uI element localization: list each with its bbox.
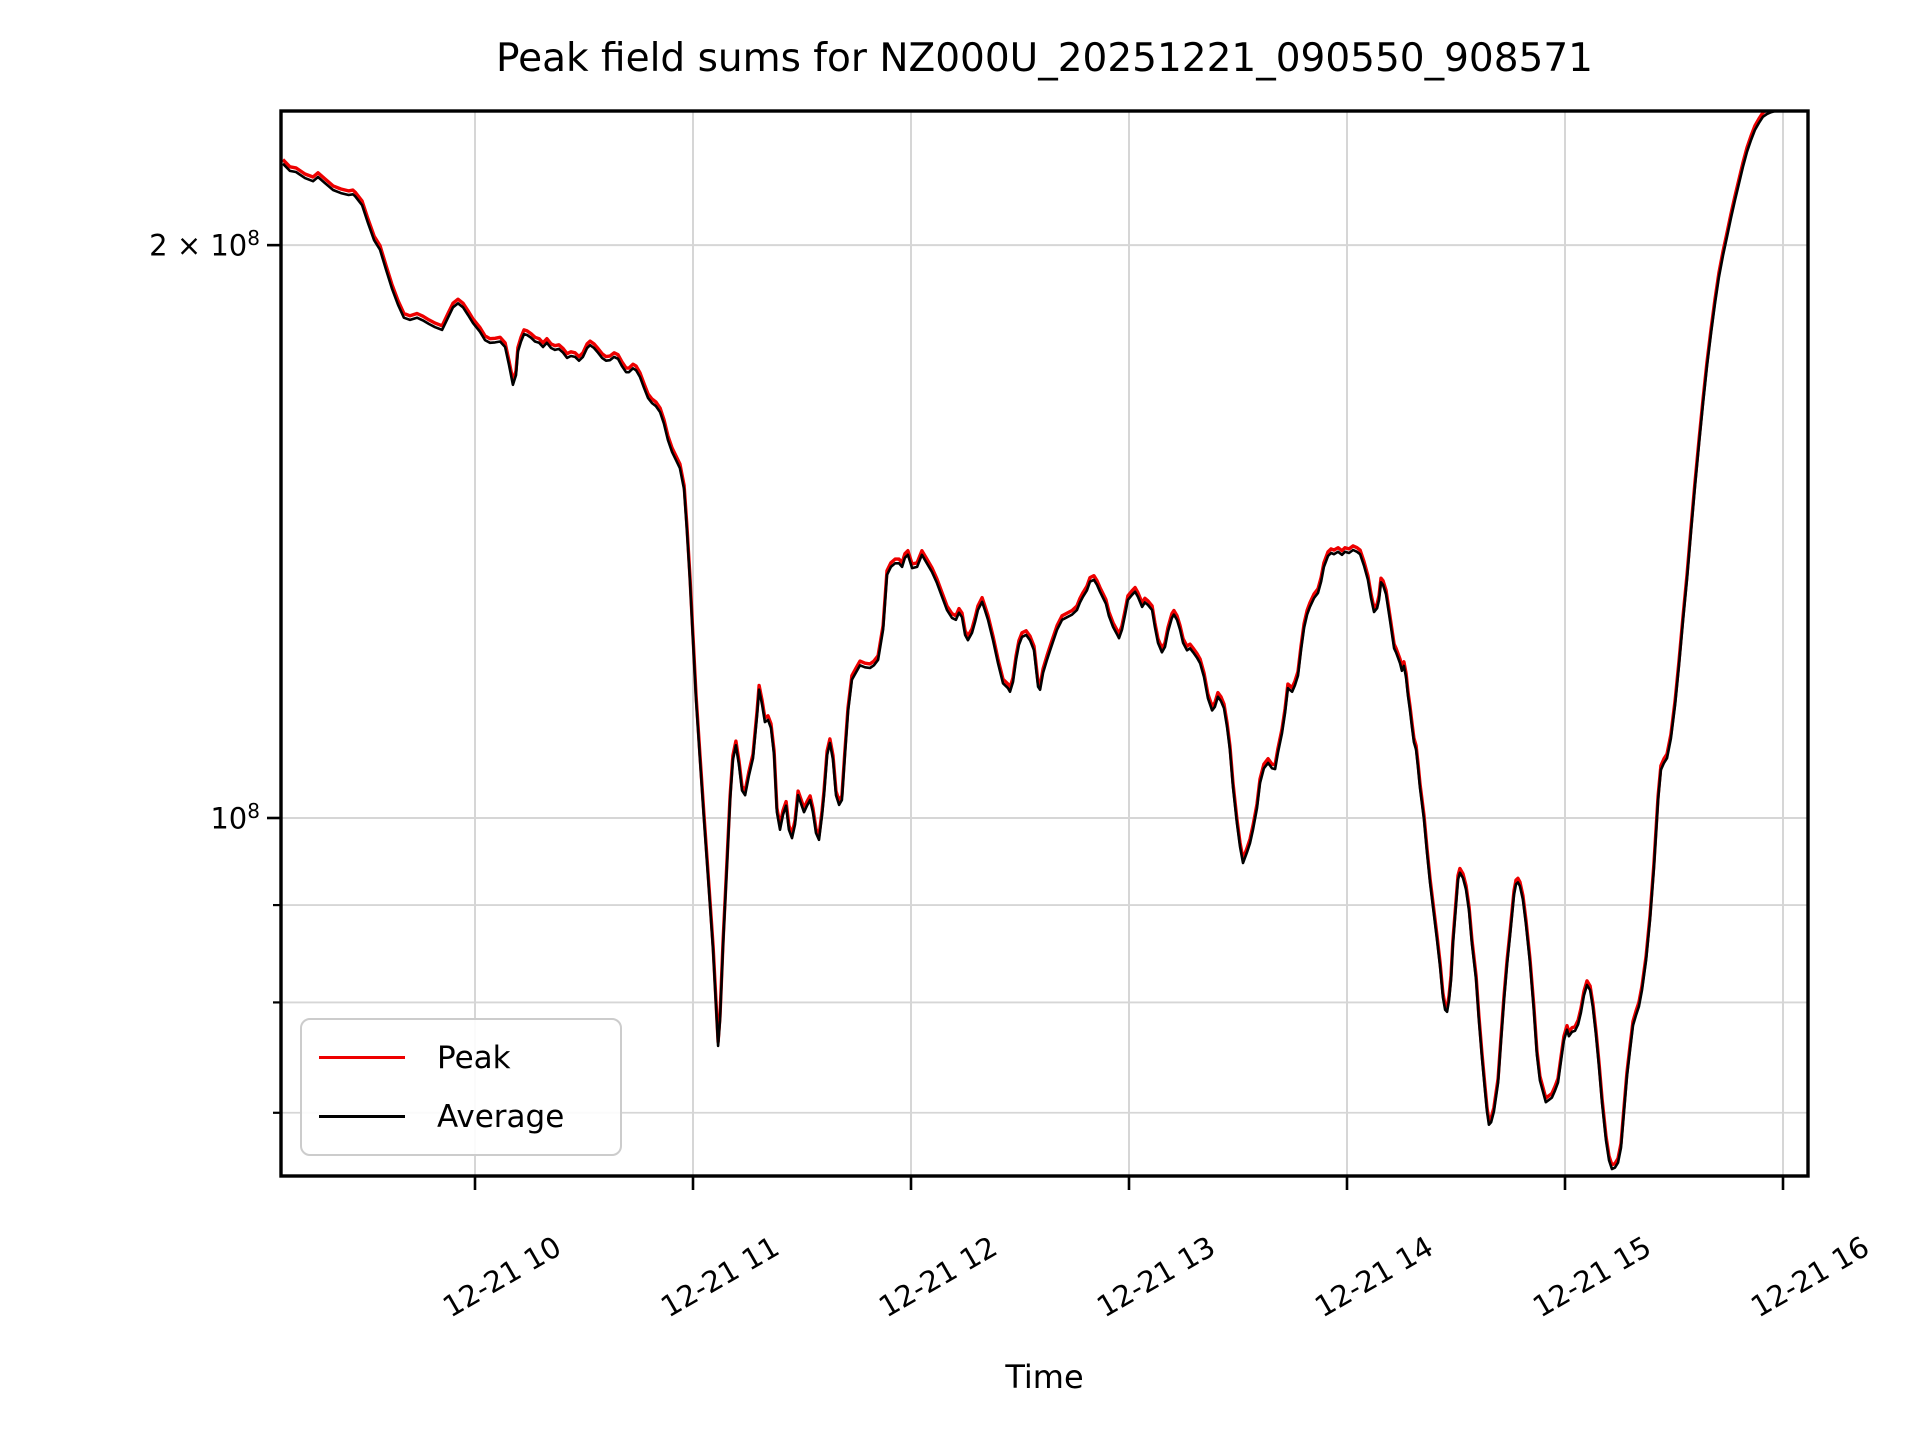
legend-label-peak: Peak bbox=[437, 1039, 511, 1076]
peak-line bbox=[281, 111, 1769, 1167]
legend-item-average: Average bbox=[302, 1092, 620, 1142]
peak-line-sample bbox=[319, 1056, 405, 1059]
legend-item-peak: Peak bbox=[302, 1033, 620, 1083]
y-tick-label: 2 × 108 bbox=[149, 226, 260, 263]
legend-label-average: Average bbox=[437, 1098, 565, 1135]
axes-frame bbox=[279, 109, 1810, 1178]
x-axis-label: Time bbox=[1005, 1358, 1084, 1396]
chart-title: Peak field sums for NZ000U_20251221_0905… bbox=[496, 36, 1593, 81]
average-line bbox=[281, 111, 1807, 1171]
legend: Peak Average bbox=[300, 1018, 622, 1156]
y-tick-label: 108 bbox=[210, 799, 260, 836]
average-line-sample bbox=[319, 1115, 405, 1118]
